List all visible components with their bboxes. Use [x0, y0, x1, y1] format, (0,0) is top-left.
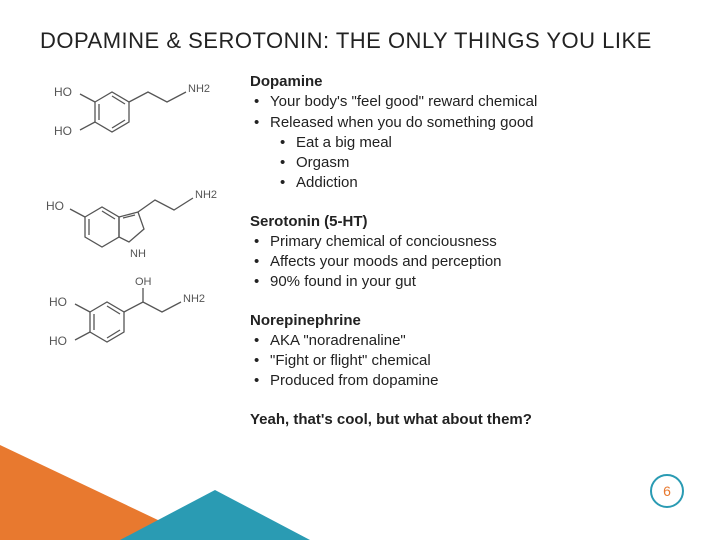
svg-text:HO: HO — [46, 199, 64, 213]
bullet-list: AKA "noradrenaline" "Fight or flight" ch… — [250, 331, 680, 392]
page-number: 6 — [663, 483, 671, 499]
norepinephrine-structure-icon: HO HO OH NH2 — [40, 272, 230, 362]
bullet-list: Your body's "feel good" reward chemical … — [250, 92, 680, 193]
svg-text:NH2: NH2 — [195, 189, 217, 201]
molecule-figures: HO HO NH2 HO NH — [40, 72, 230, 430]
svg-text:OH: OH — [135, 276, 152, 288]
dopamine-structure-icon: HO HO NH2 — [40, 72, 230, 162]
list-item: Affects your moods and perception — [254, 252, 680, 272]
slide-body: HO HO NH2 HO NH — [40, 72, 680, 430]
list-item: 90% found in your gut — [254, 272, 680, 292]
slide-title: DOPAMINE & SEROTONIN: THE ONLY THINGS YO… — [40, 28, 680, 54]
bullet-list: Primary chemical of conciousness Affects… — [250, 232, 680, 293]
list-item: Addiction — [254, 173, 680, 193]
page-number-badge: 6 — [650, 474, 684, 508]
content-column: Dopamine Your body's "feel good" reward … — [250, 72, 680, 430]
slide: DOPAMINE & SEROTONIN: THE ONLY THINGS YO… — [0, 0, 720, 540]
list-item: "Fight or flight" chemical — [254, 351, 680, 371]
list-item: Produced from dopamine — [254, 371, 680, 391]
accent-triangle-teal — [120, 490, 310, 540]
serotonin-structure-icon: HO NH NH2 — [40, 162, 230, 272]
svg-text:HO: HO — [54, 85, 72, 99]
section-norepinephrine: Norepinephrine AKA "noradrenaline" "Figh… — [250, 311, 680, 392]
svg-text:HO: HO — [49, 334, 67, 348]
svg-text:NH2: NH2 — [183, 293, 205, 305]
list-item: Your body's "feel good" reward chemical — [254, 92, 680, 112]
section-heading: Dopamine — [250, 72, 680, 92]
closing-line: Yeah, that's cool, but what about them? — [250, 410, 680, 430]
list-item: AKA "noradrenaline" — [254, 331, 680, 351]
list-item: Released when you do something good — [254, 113, 680, 133]
svg-text:NH: NH — [130, 248, 146, 260]
section-serotonin: Serotonin (5-HT) Primary chemical of con… — [250, 212, 680, 293]
section-heading: Norepinephrine — [250, 311, 680, 331]
svg-text:HO: HO — [49, 295, 67, 309]
section-heading: Serotonin (5-HT) — [250, 212, 680, 232]
svg-text:HO: HO — [54, 124, 72, 138]
svg-text:NH2: NH2 — [188, 83, 210, 95]
list-item: Eat a big meal — [254, 133, 680, 153]
list-item: Primary chemical of conciousness — [254, 232, 680, 252]
section-dopamine: Dopamine Your body's "feel good" reward … — [250, 72, 680, 194]
list-item: Orgasm — [254, 153, 680, 173]
